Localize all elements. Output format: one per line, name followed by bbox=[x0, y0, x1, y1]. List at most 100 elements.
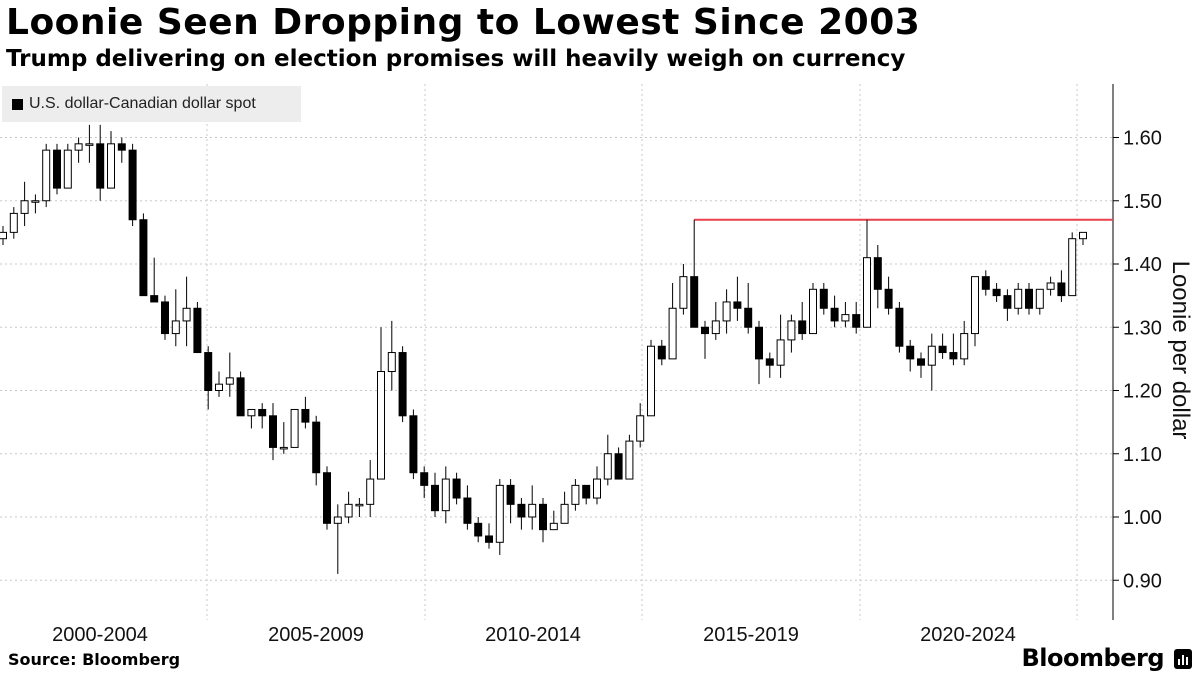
candle-up bbox=[31, 200, 40, 203]
candle-down bbox=[128, 149, 137, 221]
candle-up bbox=[809, 288, 817, 335]
x-period-label: 2000-2004 bbox=[52, 624, 148, 646]
candle-down bbox=[312, 421, 321, 474]
candle-down bbox=[992, 288, 1001, 297]
candle-down bbox=[614, 453, 623, 480]
candle-down bbox=[657, 345, 666, 360]
candle-down bbox=[981, 276, 990, 290]
candle-down bbox=[539, 503, 547, 531]
candle-up bbox=[679, 276, 688, 309]
candle-up bbox=[0, 231, 7, 240]
candle-up bbox=[279, 446, 288, 450]
candle-up bbox=[366, 478, 375, 505]
candle-down bbox=[53, 149, 61, 189]
candle-up bbox=[441, 478, 450, 512]
candle-up bbox=[560, 503, 569, 524]
candle-up bbox=[927, 345, 936, 366]
candle-down bbox=[744, 307, 753, 328]
candle-down bbox=[884, 288, 893, 309]
candle-down bbox=[1025, 288, 1033, 309]
candle-up bbox=[85, 143, 94, 146]
candle-up bbox=[960, 333, 969, 360]
candle-up bbox=[333, 516, 342, 524]
candle-down bbox=[798, 320, 807, 335]
candle-down bbox=[949, 352, 958, 360]
x-period-label: 2020-2024 bbox=[920, 624, 1016, 646]
candle-up bbox=[528, 503, 537, 518]
candle-up bbox=[1068, 238, 1077, 297]
candle-down bbox=[701, 326, 709, 335]
candle-down bbox=[236, 377, 245, 417]
legend-label: U.S. dollar-Canadian dollar spot bbox=[29, 95, 256, 112]
candle-up bbox=[711, 320, 720, 335]
candle-down bbox=[819, 288, 828, 309]
candle-up bbox=[290, 408, 299, 448]
candle-up bbox=[182, 307, 191, 322]
candle-up bbox=[776, 339, 785, 366]
legend-swatch bbox=[12, 98, 23, 110]
candle-up bbox=[42, 149, 51, 202]
y-tick-label: 1.00 bbox=[1123, 507, 1162, 529]
y-tick-label: 1.50 bbox=[1123, 191, 1162, 213]
candle-down bbox=[733, 301, 742, 309]
chart-subtitle: Trump delivering on election promises wi… bbox=[6, 46, 906, 72]
candle-down bbox=[506, 484, 515, 505]
candle-down bbox=[452, 478, 461, 499]
candle-up bbox=[841, 314, 850, 322]
candle-down bbox=[830, 307, 839, 322]
candle-up bbox=[1079, 231, 1087, 240]
candle-up bbox=[171, 320, 180, 335]
candle-up bbox=[495, 484, 504, 543]
source-note: Source: Bloomberg bbox=[8, 650, 181, 669]
candle-up bbox=[863, 257, 871, 328]
candle-up bbox=[549, 522, 558, 531]
x-period-label: 2005-2009 bbox=[268, 624, 364, 646]
chart-title: Loonie Seen Dropping to Lowest Since 200… bbox=[6, 2, 921, 43]
candle-up bbox=[625, 440, 634, 480]
candle-up bbox=[107, 143, 115, 189]
candle-up bbox=[971, 276, 979, 335]
candle-down bbox=[938, 345, 947, 354]
y-tick-label: 1.10 bbox=[1123, 444, 1162, 466]
candle-down bbox=[852, 314, 861, 328]
candle-down bbox=[431, 484, 439, 512]
candle-up bbox=[1046, 282, 1055, 290]
x-period-label: 2015-2019 bbox=[703, 624, 799, 646]
candle-down bbox=[204, 352, 213, 391]
bloomberg-terminal-icon bbox=[1174, 649, 1192, 669]
candle-up bbox=[668, 307, 677, 360]
candle-up bbox=[603, 453, 612, 480]
legend: U.S. dollar-Canadian dollar spot bbox=[2, 86, 301, 122]
candle-down bbox=[1057, 282, 1066, 297]
candle-up bbox=[722, 301, 731, 322]
candle-down bbox=[269, 415, 277, 448]
candle-down bbox=[755, 326, 763, 360]
candle-down bbox=[193, 307, 202, 354]
candle-down bbox=[398, 352, 407, 417]
candle-up bbox=[636, 415, 645, 442]
candle-up bbox=[247, 408, 256, 417]
candle-up bbox=[647, 345, 655, 417]
candle-down bbox=[1003, 295, 1012, 309]
candle-up bbox=[9, 212, 18, 233]
x-period-label: 2010-2014 bbox=[485, 624, 581, 646]
brand-logo: Bloomberg bbox=[1021, 644, 1165, 672]
candle-down bbox=[690, 276, 699, 328]
candle-up bbox=[787, 320, 796, 341]
candle-up bbox=[63, 149, 72, 189]
candle-down bbox=[409, 415, 418, 474]
candle-up bbox=[377, 371, 385, 480]
candle-down bbox=[582, 484, 591, 499]
candle-down bbox=[517, 503, 526, 518]
candle-down bbox=[150, 295, 159, 303]
candle-down bbox=[895, 307, 904, 347]
candle-down bbox=[765, 358, 774, 366]
candle-down bbox=[161, 301, 169, 335]
candle-down bbox=[873, 257, 882, 290]
y-tick-label: 1.60 bbox=[1123, 128, 1162, 150]
candle-up bbox=[593, 478, 601, 499]
candle-up bbox=[1035, 288, 1044, 309]
candle-down bbox=[420, 472, 429, 486]
candle-down bbox=[474, 522, 483, 537]
